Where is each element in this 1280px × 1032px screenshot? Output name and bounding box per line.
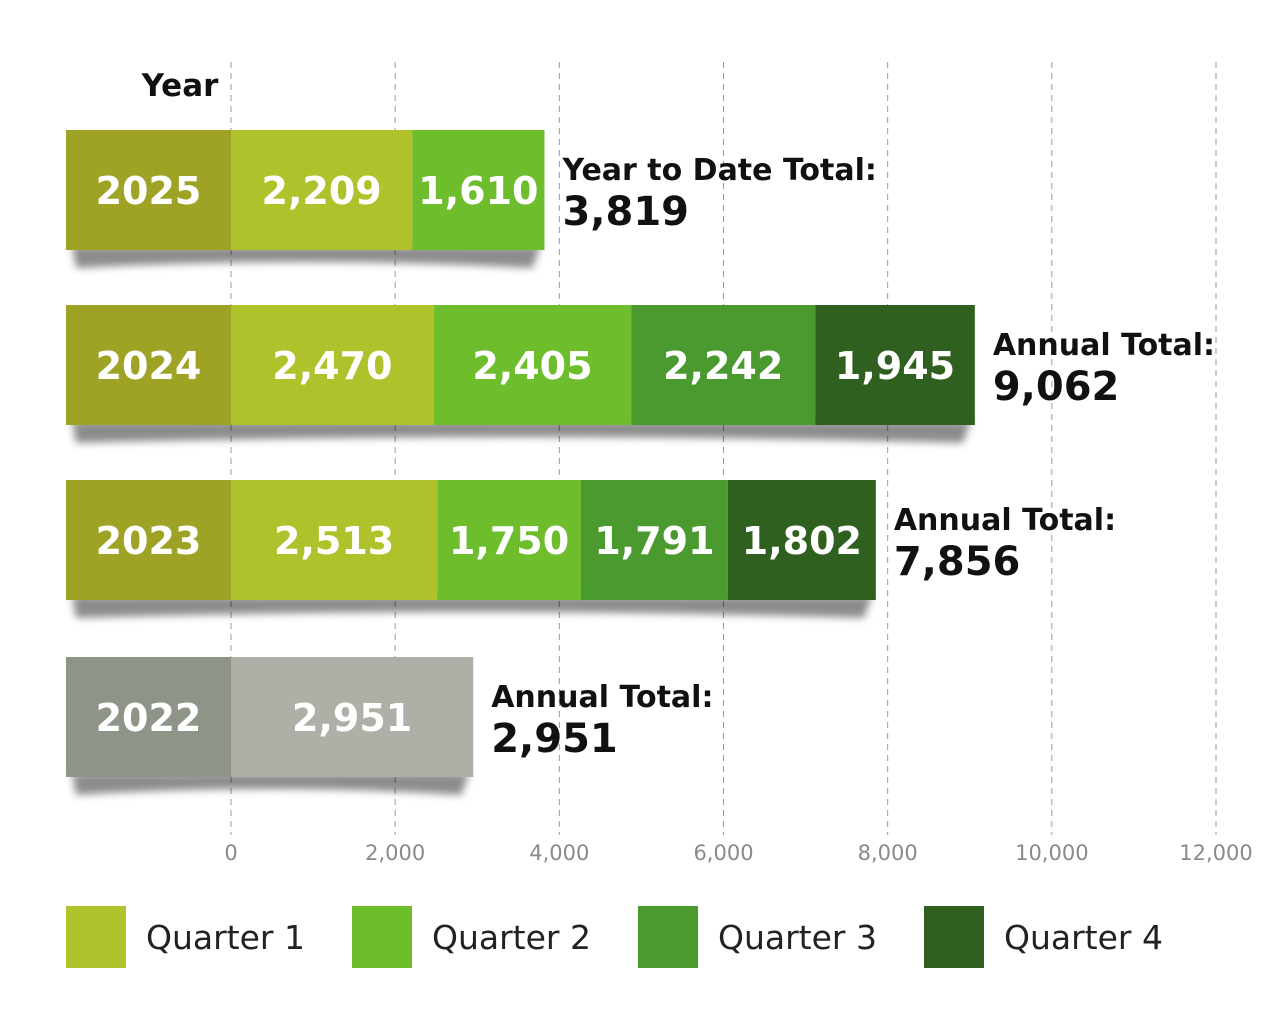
bar-shadow <box>72 596 872 618</box>
bar-segment <box>433 305 632 425</box>
year-label: 2022 <box>96 696 202 740</box>
legend-label: Quarter 4 <box>1004 918 1163 957</box>
segment-value-label: 1,750 <box>449 519 569 563</box>
total-value: 3,819 <box>562 189 689 235</box>
year-label: 2024 <box>96 344 202 388</box>
segment-value-label: 2,405 <box>472 344 592 388</box>
segment-value-label: 1,802 <box>742 519 862 563</box>
gridlines <box>230 62 1217 835</box>
bar-segment <box>231 480 438 600</box>
bars: 2025 2,209 1,610 Year to Date Total:3,819 20… <box>66 130 1215 777</box>
category-axis-label: Year <box>141 68 220 104</box>
x-tick-label: 2,000 <box>365 841 425 865</box>
bar-segment <box>815 305 975 425</box>
segment-value-label: 2,513 <box>274 519 394 563</box>
x-tick-label: 4,000 <box>529 841 589 865</box>
total-value: 9,062 <box>993 364 1120 410</box>
segment-value-label: 2,242 <box>663 344 783 388</box>
segment-value-label: 1,791 <box>594 519 714 563</box>
legend-swatch <box>352 906 412 968</box>
total-value: 2,951 <box>491 716 618 762</box>
bar-shadow <box>72 246 541 268</box>
bar-shadow <box>72 421 971 443</box>
total-caption: Year to Date Total: <box>561 153 876 188</box>
bar-segment <box>727 480 876 600</box>
year-box <box>66 305 231 425</box>
bar-segment <box>437 480 581 600</box>
segment-value-label: 2,209 <box>262 169 382 213</box>
legend-swatch <box>638 906 698 968</box>
bar-segment <box>231 130 413 250</box>
segment-value-label: 1,945 <box>835 344 955 388</box>
segment-value-label: 2,470 <box>272 344 392 388</box>
segment-value-label: 2,951 <box>292 696 412 740</box>
total-value: 7,856 <box>894 539 1021 585</box>
x-axis: 0 2,000 4,000 6,000 8,000 10,000 12,000 <box>224 841 1252 865</box>
year-box <box>66 130 231 250</box>
total-caption: Annual Total: <box>491 680 713 715</box>
x-tick-label: 6,000 <box>693 841 753 865</box>
x-tick-label: 10,000 <box>1015 841 1088 865</box>
bar-segment <box>231 657 474 777</box>
segment-value-label: 1,610 <box>418 169 538 213</box>
year-label: 2025 <box>96 169 202 213</box>
x-tick-label: 8,000 <box>858 841 918 865</box>
bar-segment <box>631 305 816 425</box>
legend-label: Quarter 1 <box>146 918 305 957</box>
legend-swatch <box>66 906 126 968</box>
bar-segment <box>580 480 728 600</box>
bar-segment <box>231 305 434 425</box>
legend-swatch <box>924 906 984 968</box>
legend-label: Quarter 3 <box>718 918 877 957</box>
legend-label: Quarter 2 <box>432 918 591 957</box>
year-box <box>66 480 231 600</box>
bar-shadow <box>72 773 470 795</box>
legend: Quarter 1 Quarter 2 Quarter 3 Quarter 4 <box>66 906 1163 968</box>
bar-shadows <box>72 246 971 795</box>
year-label: 2023 <box>96 519 202 563</box>
x-tick-label: 0 <box>224 841 237 865</box>
total-caption: Annual Total: <box>894 503 1116 538</box>
x-tick-label: 12,000 <box>1179 841 1252 865</box>
total-caption: Annual Total: <box>993 328 1215 363</box>
year-box <box>66 657 231 777</box>
bar-segment <box>412 130 545 250</box>
